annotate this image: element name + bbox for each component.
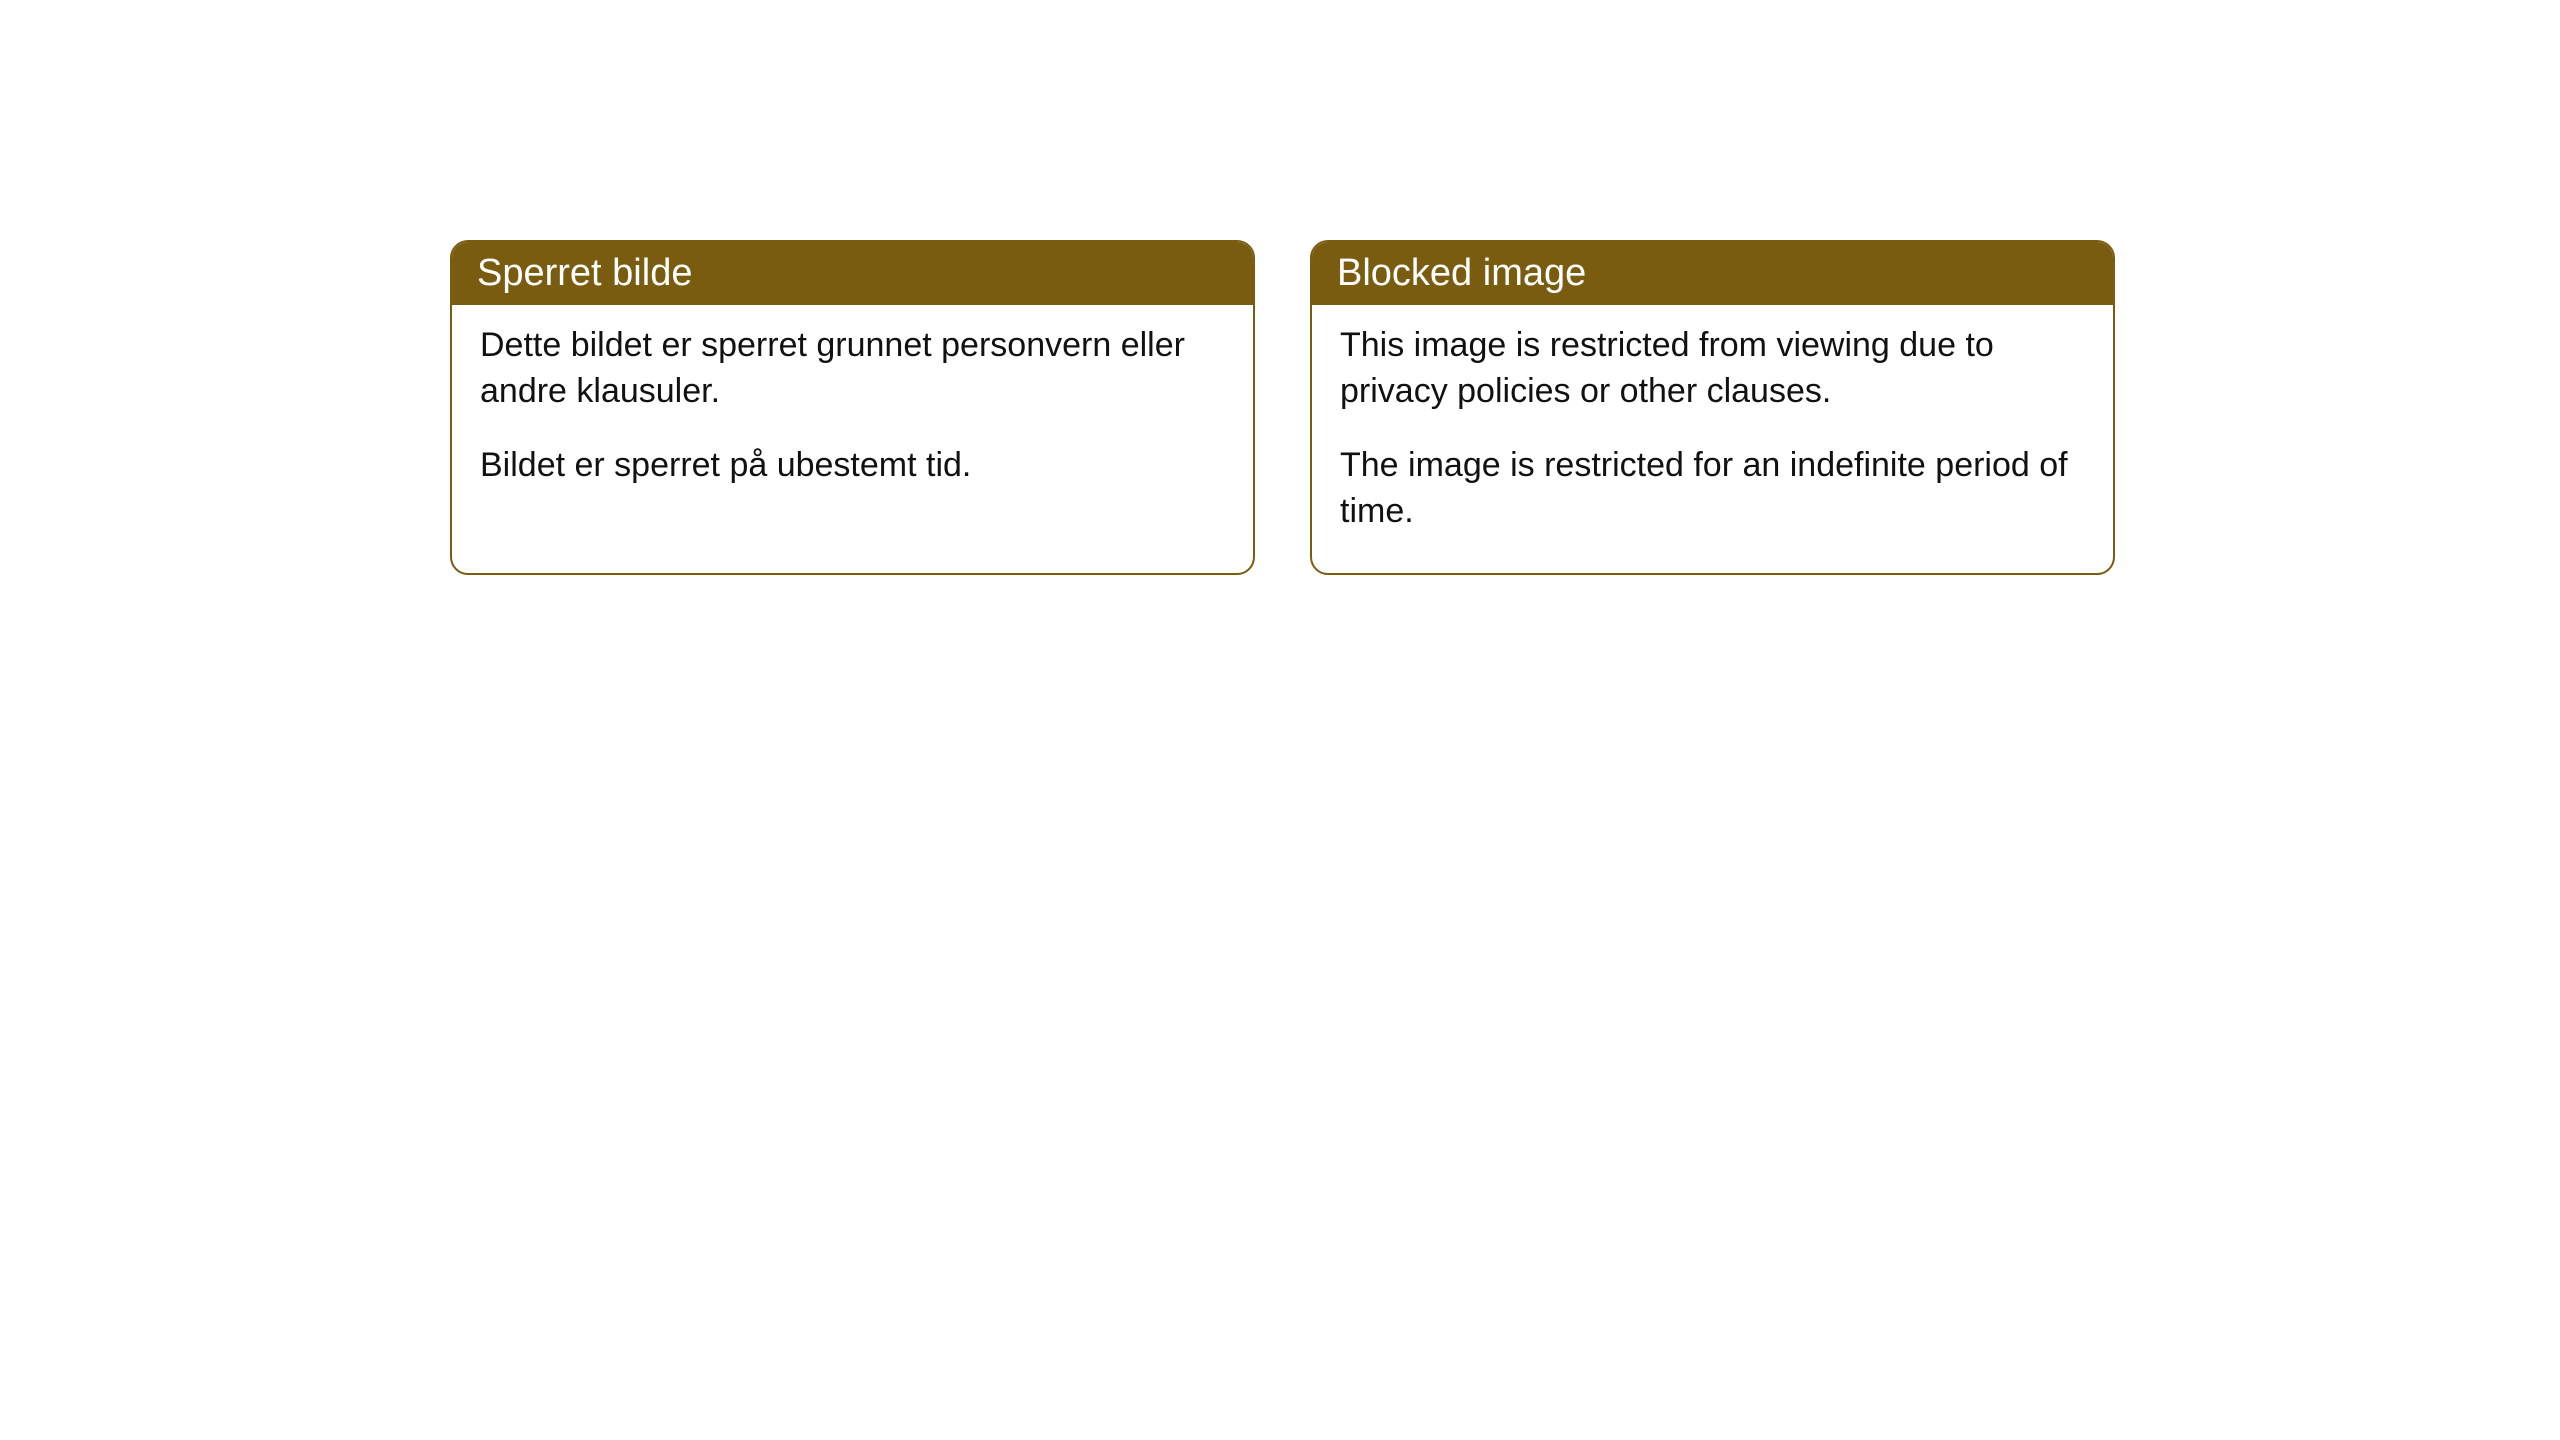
card-body-norwegian: Dette bildet er sperret grunnet personve… <box>452 305 1253 527</box>
card-title: Sperret bilde <box>477 252 692 294</box>
card-paragraph: Dette bildet er sperret grunnet personve… <box>480 323 1225 415</box>
card-paragraph: The image is restricted for an indefinit… <box>1340 443 2085 535</box>
card-english: Blocked image This image is restricted f… <box>1310 240 2115 575</box>
card-body-english: This image is restricted from viewing du… <box>1312 305 2113 573</box>
card-norwegian: Sperret bilde Dette bildet er sperret gr… <box>450 240 1255 575</box>
card-header-norwegian: Sperret bilde <box>452 242 1253 305</box>
card-title: Blocked image <box>1337 252 1586 294</box>
card-paragraph: Bildet er sperret på ubestemt tid. <box>480 443 1225 489</box>
cards-container: Sperret bilde Dette bildet er sperret gr… <box>0 0 2560 575</box>
card-paragraph: This image is restricted from viewing du… <box>1340 323 2085 415</box>
card-header-english: Blocked image <box>1312 242 2113 305</box>
